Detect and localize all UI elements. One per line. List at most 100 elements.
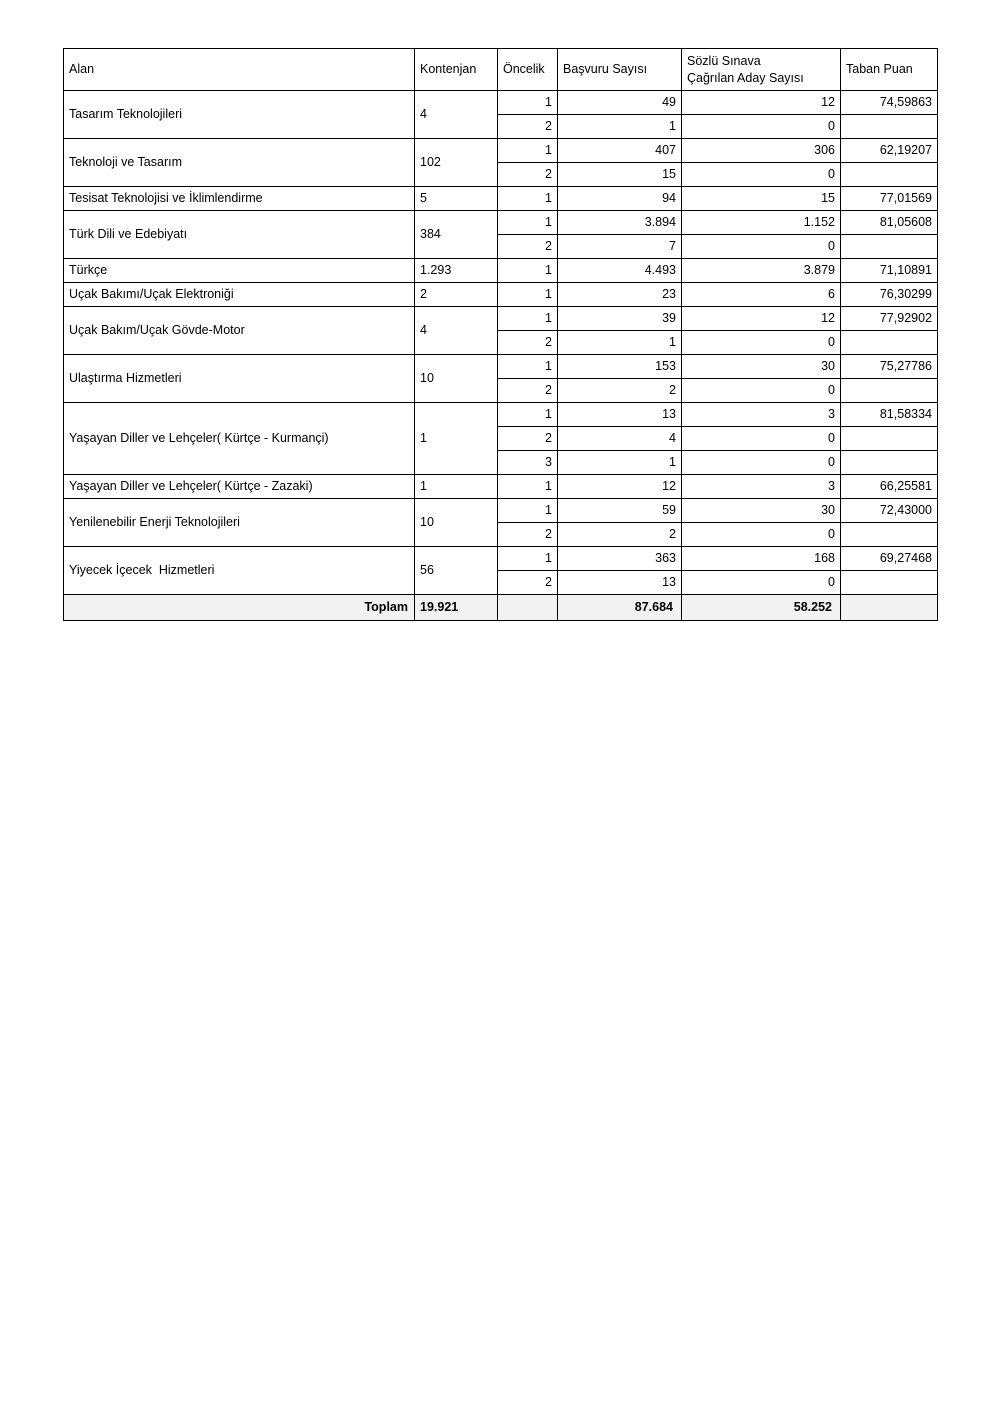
cell-alan: Teknoloji ve Tasarım (63, 138, 415, 187)
cell-taban-puan (840, 114, 938, 139)
total-label: Toplam (63, 594, 415, 621)
table-row: Uçak Bakımı/Uçak Elektroniği 2 1 23 6 76,3029… (63, 282, 938, 307)
cell-sozlu-sinava-cagrilan: 0 (681, 114, 841, 139)
cell-oncelik: 2 (497, 426, 558, 451)
cell-sozlu-sinava-cagrilan: 3.879 (681, 258, 841, 283)
cell-kontenjan: 102 (414, 138, 498, 187)
cell-alan: Yenilenebilir Enerji Teknolojileri (63, 498, 415, 547)
column-header-alan: Alan (63, 48, 415, 91)
cell-sozlu-sinava-cagrilan: 6 (681, 282, 841, 307)
cell-basvuru-sayisi: 363 (557, 546, 682, 571)
cell-sozlu-sinava-cagrilan: 15 (681, 186, 841, 211)
cell-sozlu-sinava-cagrilan: 1.152 (681, 210, 841, 235)
table-row: Yaşayan Diller ve Lehçeler( Kürtçe - Kur… (63, 402, 938, 475)
column-header-sozlu-line2: Çağrılan Aday Sayısı (687, 70, 804, 85)
table-row: Yaşayan Diller ve Lehçeler( Kürtçe - Zaz… (63, 474, 938, 499)
cell-taban-puan: 77,92902 (840, 306, 938, 331)
column-header-basvuru-sayisi: Başvuru Sayısı (557, 48, 682, 91)
cell-sozlu-sinava-cagrilan: 0 (681, 570, 841, 595)
cell-alan: Tesisat Teknolojisi ve İklimlendirme (63, 186, 415, 211)
cell-kontenjan: 4 (414, 306, 498, 355)
placements-table: Alan Kontenjan Öncelik Başvuru Sayısı Sö… (63, 48, 938, 621)
total-oncelik (497, 594, 558, 621)
cell-taban-puan (840, 522, 938, 547)
cell-basvuru-sayisi: 1 (557, 450, 682, 475)
cell-oncelik: 1 (497, 258, 558, 283)
cell-sozlu-sinava-cagrilan: 0 (681, 426, 841, 451)
cell-alan: Uçak Bakım/Uçak Gövde-Motor (63, 306, 415, 355)
table-body: Tasarım Teknolojileri 4 1 49 12 74,59863 2 1 0 Te… (63, 90, 938, 621)
cell-sozlu-sinava-cagrilan: 12 (681, 306, 841, 331)
cell-kontenjan: 4 (414, 90, 498, 139)
cell-alan: Yaşayan Diller ve Lehçeler( Kürtçe - Zaz… (63, 474, 415, 499)
cell-oncelik: 1 (497, 210, 558, 235)
cell-taban-puan: 71,10891 (840, 258, 938, 283)
cell-oncelik: 2 (497, 162, 558, 187)
cell-sozlu-sinava-cagrilan: 0 (681, 522, 841, 547)
cell-basvuru-sayisi: 7 (557, 234, 682, 259)
cell-kontenjan: 5 (414, 186, 498, 211)
cell-basvuru-sayisi: 1 (557, 330, 682, 355)
cell-taban-puan (840, 330, 938, 355)
cell-oncelik: 1 (497, 282, 558, 307)
cell-taban-puan: 74,59863 (840, 90, 938, 115)
table-row: Tasarım Teknolojileri 4 1 49 12 74,59863 (63, 90, 938, 139)
cell-basvuru-sayisi: 407 (557, 138, 682, 163)
cell-taban-puan: 69,27468 (840, 546, 938, 571)
cell-oncelik: 1 (497, 90, 558, 115)
header-row: Alan Kontenjan Öncelik Başvuru Sayısı Sö… (63, 48, 938, 91)
cell-oncelik: 1 (497, 474, 558, 499)
cell-oncelik: 1 (497, 186, 558, 211)
total-basvuru-sayisi: 87.684 (557, 594, 682, 621)
cell-kontenjan: 384 (414, 210, 498, 259)
cell-taban-puan: 77,01569 (840, 186, 938, 211)
cell-taban-puan (840, 570, 938, 595)
total-kontenjan: 19.921 (414, 594, 498, 621)
cell-alan: Uçak Bakımı/Uçak Elektroniği (63, 282, 415, 307)
cell-oncelik: 1 (497, 306, 558, 331)
total-row: Toplam 19.921 87.684 58.252 (63, 594, 938, 621)
cell-basvuru-sayisi: 12 (557, 474, 682, 499)
total-taban-puan (840, 594, 938, 621)
cell-kontenjan: 2 (414, 282, 498, 307)
cell-oncelik: 2 (497, 378, 558, 403)
cell-sozlu-sinava-cagrilan: 0 (681, 330, 841, 355)
cell-taban-puan: 66,25581 (840, 474, 938, 499)
column-header-oncelik: Öncelik (497, 48, 558, 91)
cell-alan: Yaşayan Diller ve Lehçeler( Kürtçe - Kur… (63, 402, 415, 475)
cell-basvuru-sayisi: 3.894 (557, 210, 682, 235)
table-row: Ulaştırma Hizmetleri 10 1 153 30 75,27786 (63, 354, 938, 403)
cell-alan: Türk Dili ve Edebiyatı (63, 210, 415, 259)
cell-basvuru-sayisi: 2 (557, 378, 682, 403)
cell-sozlu-sinava-cagrilan: 306 (681, 138, 841, 163)
table-row: Tesisat Teknolojisi ve İklimlendirme 5 1 94… (63, 186, 938, 211)
cell-alan: Türkçe (63, 258, 415, 283)
cell-oncelik: 1 (497, 546, 558, 571)
cell-oncelik: 1 (497, 354, 558, 379)
cell-taban-puan: 76,30299 (840, 282, 938, 307)
cell-oncelik: 2 (497, 234, 558, 259)
column-header-kontenjan: Kontenjan (414, 48, 498, 91)
cell-oncelik: 1 (497, 498, 558, 523)
cell-basvuru-sayisi: 13 (557, 402, 682, 427)
cell-kontenjan: 56 (414, 546, 498, 595)
cell-taban-puan (840, 426, 938, 451)
cell-kontenjan: 10 (414, 498, 498, 547)
table-row: Teknoloji ve Tasarım 102 1 407 306 62,19207 (63, 138, 938, 187)
column-header-sozlu-line1: Sözlü Sınava (687, 53, 761, 68)
table-row: 2 15 0 (64, 162, 938, 187)
cell-sozlu-sinava-cagrilan: 3 (681, 474, 841, 499)
table-row: Yiyecek İçecek Hizmetleri 56 1 363 168 69,274… (63, 546, 938, 595)
cell-alan: Ulaştırma Hizmetleri (63, 354, 415, 403)
cell-sozlu-sinava-cagrilan: 0 (681, 162, 841, 187)
cell-taban-puan: 81,05608 (840, 210, 938, 235)
cell-sozlu-sinava-cagrilan: 30 (681, 498, 841, 523)
cell-sozlu-sinava-cagrilan: 0 (681, 450, 841, 475)
cell-oncelik: 1 (497, 402, 558, 427)
cell-kontenjan: 1 (414, 474, 498, 499)
